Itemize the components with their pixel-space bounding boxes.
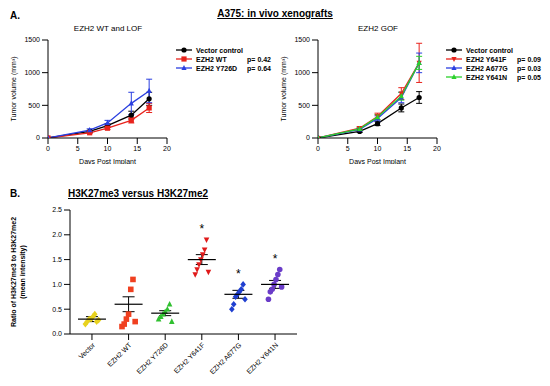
- html-text:B.: B.: [10, 188, 20, 199]
- html-text:Vector control: Vector control: [196, 46, 244, 54]
- html-text:EZH2 A677G: EZH2 A677G: [466, 64, 508, 72]
- html-text:EZH2 Y641F: EZH2 Y641F: [466, 55, 507, 63]
- svg-text:*: *: [236, 267, 241, 281]
- svg-text:EZH2 Y641N: EZH2 Y641N: [245, 341, 279, 375]
- svg-text:0: 0: [46, 145, 50, 152]
- svg-text:0: 0: [306, 134, 310, 141]
- svg-text:0.0: 0.0: [52, 330, 62, 337]
- svg-text:500: 500: [28, 102, 40, 109]
- svg-text:20: 20: [433, 145, 441, 152]
- svg-text:0: 0: [36, 134, 40, 141]
- svg-text:5: 5: [346, 145, 350, 152]
- svg-text:1000: 1000: [294, 69, 310, 76]
- svg-text:500: 500: [298, 102, 310, 109]
- svg-text:Days Post Implant: Days Post Implant: [79, 158, 136, 164]
- svg-text:1.0: 1.0: [52, 281, 62, 288]
- svg-text:Tumor volume (mm³): Tumor volume (mm³): [10, 56, 18, 121]
- html-text:A.: A.: [10, 10, 20, 21]
- svg-text:2.0: 2.0: [52, 231, 62, 238]
- svg-text:*: *: [199, 222, 204, 236]
- svg-text:EZH2 A677G: EZH2 A677G: [209, 341, 243, 375]
- svg-text:*: *: [273, 252, 278, 266]
- svg-text:5: 5: [76, 145, 80, 152]
- svg-text:10: 10: [374, 145, 382, 152]
- html-text:p= 0.03: p= 0.03: [517, 64, 541, 72]
- svg-text:EZH2 WT: EZH2 WT: [106, 341, 133, 368]
- html-text:EZH2 WT: EZH2 WT: [196, 55, 227, 63]
- svg-text:2.5: 2.5: [52, 206, 62, 213]
- svg-text:10: 10: [104, 145, 112, 152]
- html-text:Ratio of H3K27me3 to H3K27me2: Ratio of H3K27me3 to H3K27me2 (mean inte…: [10, 217, 26, 327]
- html-text:p= 0.09: p= 0.09: [517, 55, 541, 63]
- svg-text:Days Post Implant: Days Post Implant: [349, 158, 406, 164]
- svg-text:0: 0: [316, 145, 320, 152]
- svg-text:1.5: 1.5: [52, 256, 62, 263]
- html-text:Vector control: Vector control: [466, 46, 514, 54]
- html-text:EZH2 Y641N: EZH2 Y641N: [466, 73, 508, 81]
- svg-text:1000: 1000: [24, 69, 40, 76]
- svg-text:1500: 1500: [294, 36, 310, 43]
- svg-text:EZH2 Y726D: EZH2 Y726D: [135, 341, 169, 375]
- html-text:EZH2 Y726D: EZH2 Y726D: [196, 64, 238, 72]
- svg-text:0.5: 0.5: [52, 306, 62, 313]
- svg-text:Tumor volume (mm³): Tumor volume (mm³): [280, 56, 288, 121]
- svg-text:EZH2 Y641F: EZH2 Y641F: [173, 341, 206, 374]
- html-text:p= 0.64: p= 0.64: [247, 64, 271, 72]
- html-text:A375: in vivo xenografts: A375: in vivo xenografts: [217, 8, 333, 19]
- svg-text:15: 15: [403, 145, 411, 152]
- html-text:p= 0.05: p= 0.05: [517, 73, 541, 81]
- html-text:EZH2 GOF: EZH2 GOF: [358, 24, 398, 33]
- svg-text:1500: 1500: [24, 36, 40, 43]
- html-text:H3K27me3 versus H3K27me2: H3K27me3 versus H3K27me2: [68, 188, 209, 199]
- svg-text:15: 15: [133, 145, 141, 152]
- svg-text:20: 20: [163, 145, 171, 152]
- html-text:EZH2 WT and LOF: EZH2 WT and LOF: [73, 24, 143, 33]
- html-text:p= 0.42: p= 0.42: [247, 55, 271, 63]
- svg-text:Vector: Vector: [77, 341, 96, 360]
